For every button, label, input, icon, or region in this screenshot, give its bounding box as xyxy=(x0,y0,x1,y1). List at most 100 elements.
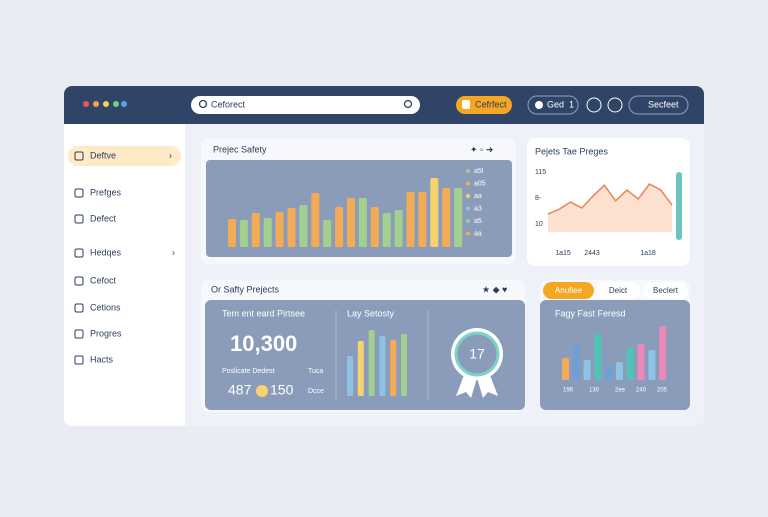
bars-title: Lay Setosty xyxy=(347,308,395,318)
card-title: Prejec Safety xyxy=(213,144,267,154)
sidebar xyxy=(64,124,185,426)
card-title: Pejets Tae Preges xyxy=(535,146,608,156)
window-dot xyxy=(103,101,109,107)
button-icon xyxy=(535,101,543,109)
stat-num: 150 xyxy=(270,382,294,398)
sidebar-item[interactable]: Hedqes xyxy=(90,247,122,257)
sidebar-icon xyxy=(74,151,84,161)
sidebar-icon xyxy=(74,355,84,365)
bar xyxy=(430,178,439,247)
bar xyxy=(358,198,367,247)
bar xyxy=(263,218,272,247)
icon-button[interactable] xyxy=(607,97,623,113)
legend-dot xyxy=(466,231,470,236)
bar xyxy=(239,220,248,247)
bar xyxy=(648,350,656,380)
primary-button[interactable] xyxy=(456,96,512,114)
legend-label: a3 xyxy=(474,205,482,212)
sidebar-icon xyxy=(74,248,84,258)
x-label: 1a15 xyxy=(555,250,571,257)
chevron: › xyxy=(169,150,172,160)
bar xyxy=(228,219,236,247)
ged-button[interactable] xyxy=(527,95,579,115)
sidebar-icon xyxy=(74,303,84,313)
bar xyxy=(572,346,580,380)
icon-button[interactable] xyxy=(586,97,602,113)
stat-title: Tem ent eard Pirtsee xyxy=(222,308,305,318)
legend-dot xyxy=(466,169,470,173)
legend-label: a5 xyxy=(474,218,482,225)
ged-label: Ged xyxy=(547,99,564,109)
bar xyxy=(347,198,355,247)
bar xyxy=(323,220,332,247)
bar xyxy=(637,344,645,380)
sidebar-item[interactable]: Defect xyxy=(90,213,117,223)
search-box[interactable] xyxy=(191,96,420,114)
bar xyxy=(442,188,451,247)
x-label: 2ee xyxy=(615,388,626,394)
sidebar-item[interactable]: Progres xyxy=(90,328,122,338)
right-button-label: Secfeet xyxy=(648,99,679,109)
bar xyxy=(299,205,308,247)
bar xyxy=(275,212,284,247)
right-button[interactable] xyxy=(628,95,689,115)
bar xyxy=(616,362,623,380)
search-icon xyxy=(403,99,413,109)
button-icon xyxy=(462,100,470,109)
bar xyxy=(583,360,591,380)
stat-sub: Dcce xyxy=(308,388,324,395)
sidebar-item[interactable]: Prefges xyxy=(90,187,122,197)
bar xyxy=(401,334,407,396)
y-label: 115 xyxy=(535,169,546,176)
card-title: Or Safty Prejects xyxy=(211,284,280,294)
chevron: › xyxy=(172,247,175,257)
bar xyxy=(382,213,391,247)
card-title: Fagy Fast Feresd xyxy=(555,308,626,318)
stat-num: 487 xyxy=(228,382,252,398)
stat-dot xyxy=(256,385,268,397)
x-label: 130 xyxy=(589,388,600,394)
bar xyxy=(357,341,364,396)
sidebar-icon xyxy=(74,329,84,339)
sidebar-item[interactable]: Cetions xyxy=(90,302,121,312)
bar xyxy=(406,192,415,247)
tab[interactable] xyxy=(643,282,688,299)
bar xyxy=(594,334,602,380)
bar xyxy=(368,330,375,396)
x-label: 240 xyxy=(636,388,647,394)
bar xyxy=(394,210,403,247)
bar xyxy=(311,193,320,247)
tab[interactable] xyxy=(543,282,594,299)
sidebar-icon xyxy=(74,214,84,224)
bar xyxy=(287,208,296,247)
stat-sub: Poslicate Dedest xyxy=(222,368,275,375)
x-label: 205 xyxy=(657,388,668,394)
bar xyxy=(347,356,353,396)
y-label: 8- xyxy=(535,195,542,202)
x-label: 196 xyxy=(563,388,574,394)
stat-value: 10,300 xyxy=(230,331,297,356)
range-bar xyxy=(676,172,682,240)
primary-button-label: Cefrfect xyxy=(475,99,507,109)
tab-label: Beclert xyxy=(653,286,679,295)
x-label: 1a18 xyxy=(640,250,656,257)
bar xyxy=(370,207,379,247)
legend-dot xyxy=(466,206,470,211)
search-text: Ceforect xyxy=(211,99,246,109)
sidebar-item[interactable]: Hacts xyxy=(90,354,114,364)
bar xyxy=(390,340,397,396)
window-dot xyxy=(83,101,89,107)
area-line xyxy=(547,182,673,215)
tab[interactable] xyxy=(596,282,640,299)
sidebar-item[interactable]: Deftve xyxy=(90,150,116,160)
legend-label: aa xyxy=(474,193,482,200)
bar xyxy=(626,348,634,380)
y-label: 10 xyxy=(535,221,543,228)
badge-ring xyxy=(454,331,500,377)
sidebar-item[interactable]: Cefoct xyxy=(90,275,117,285)
bar xyxy=(659,326,667,380)
legend-label: a05 xyxy=(474,180,486,187)
bar xyxy=(379,336,386,396)
bar xyxy=(454,188,463,247)
